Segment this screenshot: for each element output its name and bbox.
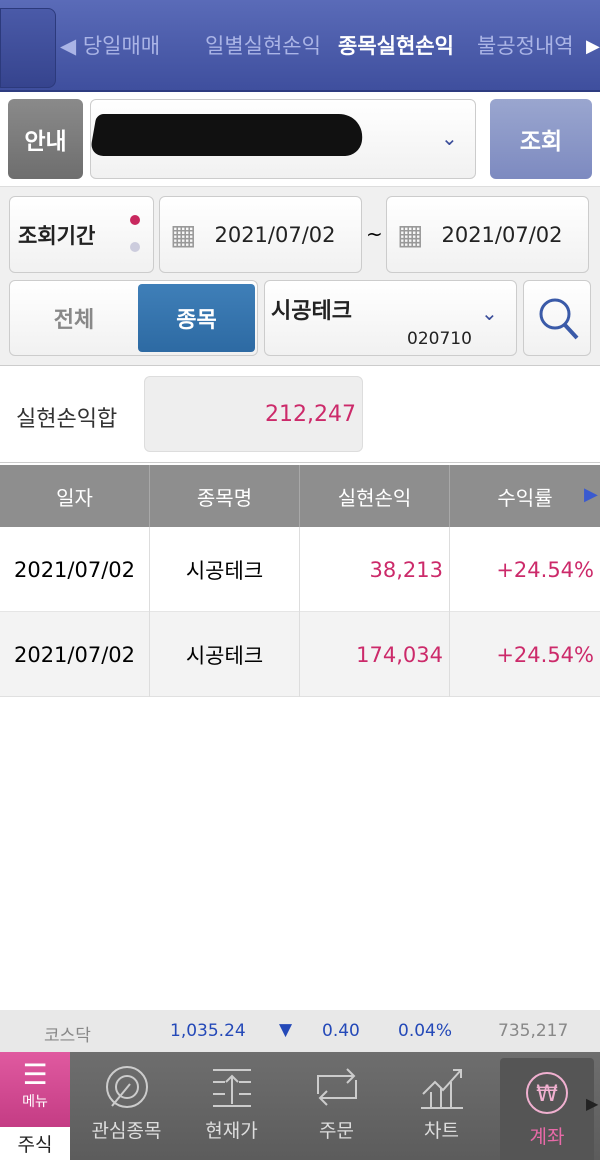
- stock-select[interactable]: 시공테크 020710 ⌄: [264, 280, 517, 356]
- index-volume: 735,217: [498, 1021, 569, 1041]
- header-rate: 수익률: [450, 465, 600, 527]
- row-name: 시공테크: [150, 527, 300, 612]
- chevron-down-icon: ⌄: [441, 126, 458, 150]
- row-name: 시공테크: [150, 612, 300, 697]
- stock-code: 020710: [407, 329, 472, 349]
- chevron-down-icon: ⌄: [481, 301, 498, 325]
- back-button[interactable]: [0, 8, 56, 88]
- nav-current-price[interactable]: 현재가: [189, 1052, 274, 1160]
- summary-value: 212,247: [144, 376, 363, 452]
- row-date: 2021/07/02: [0, 527, 150, 612]
- hamburger-icon: ☰: [22, 1058, 48, 1091]
- search-icon: [539, 298, 579, 340]
- tab-unfair-history[interactable]: 불공정내역: [477, 34, 574, 58]
- index-ticker[interactable]: 코스닥 1,035.24 ▼ 0.40 0.04% 735,217: [0, 1010, 600, 1052]
- nav-watchlist[interactable]: 관심종목: [84, 1052, 169, 1160]
- stock-toggle[interactable]: 종목: [138, 284, 255, 352]
- header-pnl: 실현손익: [300, 465, 450, 527]
- exchange-icon: [316, 1068, 357, 1106]
- period-dot-active: [130, 215, 140, 225]
- index-change: 0.40: [322, 1021, 360, 1041]
- index-value: 1,035.24: [170, 1021, 246, 1041]
- table-row[interactable]: 2021/07/02 시공테크 38,213 +24.54%: [0, 527, 600, 612]
- tab-next-arrow-icon[interactable]: ▶: [586, 36, 600, 57]
- stock-mode-button[interactable]: 주식: [0, 1127, 70, 1160]
- row-rate: +24.54%: [496, 557, 594, 582]
- search-button[interactable]: [523, 280, 591, 356]
- row-rate: +24.54%: [496, 642, 594, 667]
- date-separator: ~: [366, 222, 383, 246]
- header-date: 일자: [0, 465, 150, 527]
- row-pnl: 174,034: [300, 612, 450, 697]
- end-date: 2021/07/02: [441, 222, 563, 247]
- account-select[interactable]: ⌄: [89, 99, 476, 179]
- divider: [0, 462, 600, 463]
- summary-label: 실현손익합: [16, 407, 118, 432]
- query-button[interactable]: 조회: [490, 99, 592, 179]
- svg-text:₩: ₩: [536, 1082, 558, 1107]
- tab-daily-realized-pnl[interactable]: 일별실현손익: [205, 34, 321, 58]
- scroll-right-icon[interactable]: ▶: [584, 484, 598, 505]
- menu-button[interactable]: ☰ 메뉴: [0, 1052, 70, 1127]
- row-date: 2021/07/02: [0, 612, 150, 697]
- scope-toggle: 전체 종목: [9, 280, 258, 356]
- nav-order[interactable]: 주문: [294, 1052, 379, 1160]
- redacted-account: [89, 114, 367, 156]
- tab-stock-realized-pnl[interactable]: 종목실현손익: [338, 34, 454, 58]
- target-icon: [105, 1066, 148, 1108]
- calendar-icon: ▦: [397, 218, 424, 251]
- nav-label: 차트: [424, 1120, 459, 1142]
- all-toggle[interactable]: 전체: [53, 308, 95, 333]
- nav-label: 현재가: [205, 1120, 258, 1142]
- price-icon: [212, 1069, 251, 1107]
- tab-daily-trade[interactable]: ◀ 당일매매: [60, 34, 161, 58]
- nav-label: 계좌: [529, 1126, 565, 1148]
- stock-name: 시공테크: [271, 299, 352, 324]
- nav-chart[interactable]: 차트: [399, 1052, 484, 1160]
- index-change-pct: 0.04%: [398, 1021, 453, 1041]
- nav-label: 관심종목: [91, 1120, 162, 1142]
- nav-label: 주문: [319, 1120, 354, 1142]
- period-dot: [130, 242, 140, 252]
- period-selector[interactable]: 조회기간: [9, 196, 154, 273]
- down-arrow-icon: ▼: [279, 1020, 293, 1040]
- end-date-field[interactable]: ▦ 2021/07/02: [386, 196, 589, 273]
- start-date: 2021/07/02: [214, 222, 336, 247]
- menu-label: 메뉴: [22, 1094, 48, 1110]
- header-name: 종목명: [150, 465, 300, 527]
- table-row[interactable]: 2021/07/02 시공테크 174,034 +24.54%: [0, 612, 600, 697]
- guide-button[interactable]: 안내: [8, 99, 83, 179]
- chart-icon: [420, 1069, 463, 1109]
- nav-account[interactable]: ₩ 계좌: [500, 1058, 594, 1160]
- top-tab-bar: ◀ 당일매매 일별실현손익 종목실현손익 불공정내역 ▶: [0, 0, 600, 92]
- calendar-icon: ▦: [170, 218, 197, 251]
- start-date-field[interactable]: ▦ 2021/07/02: [159, 196, 362, 273]
- period-label: 조회기간: [18, 223, 96, 248]
- nav-next-arrow-icon[interactable]: ▶: [586, 1094, 599, 1113]
- index-name: 코스닥: [44, 1026, 91, 1046]
- row-pnl: 38,213: [300, 527, 450, 612]
- won-icon: ₩: [526, 1072, 568, 1114]
